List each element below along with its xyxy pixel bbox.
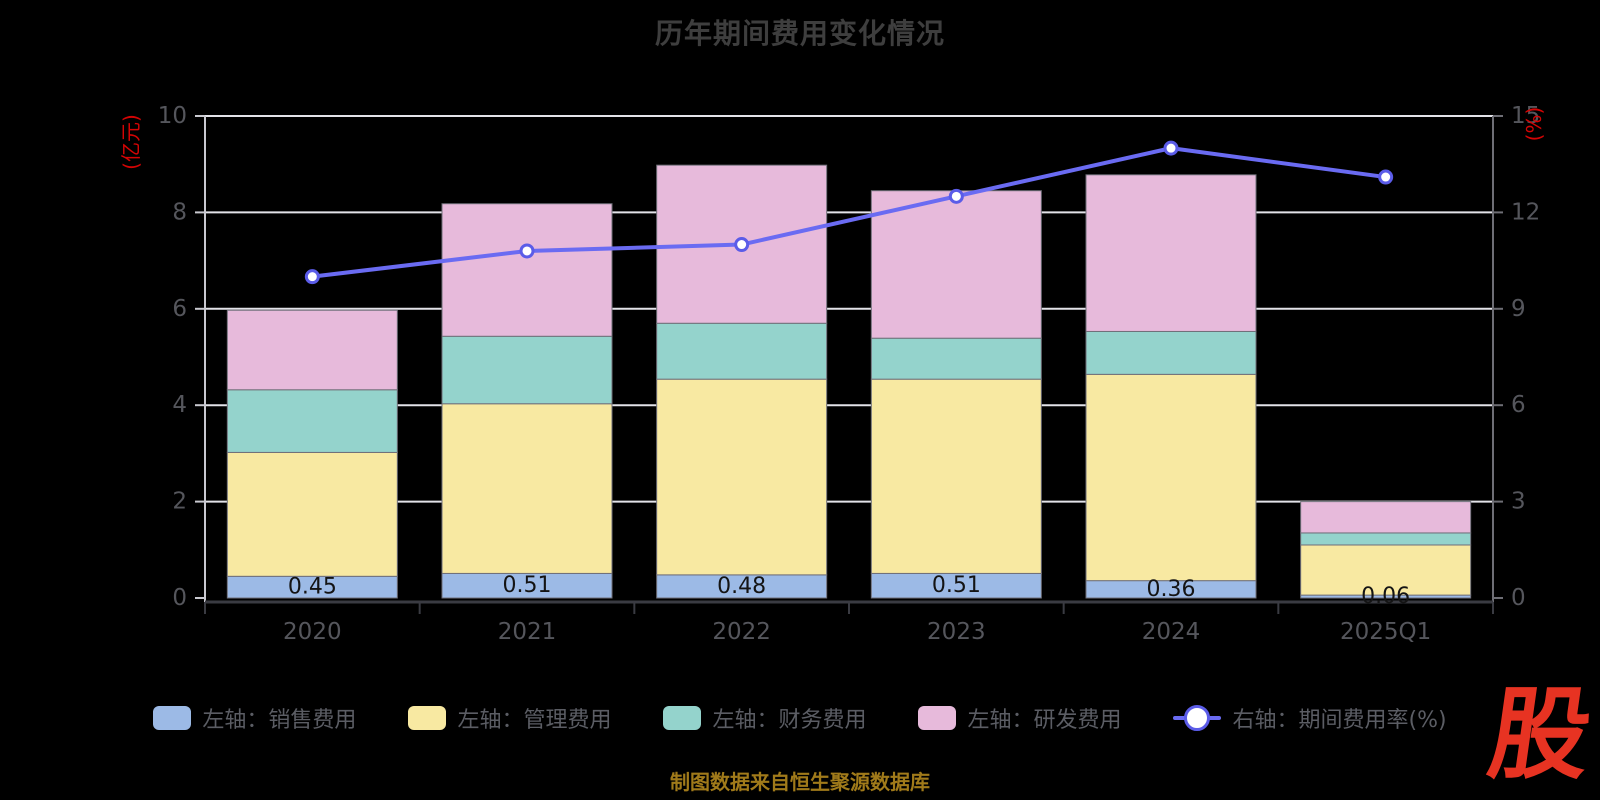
right-axis-tick-label: 0 [1511,585,1526,611]
left-axis-tick-label: 2 [172,489,187,515]
line-point-2022[interactable] [734,237,750,253]
left-axis-tick-label: 4 [172,392,187,418]
legend-swatch-icon [918,706,957,730]
x-axis-label-2021: 2021 [498,619,557,645]
right-axis-tick-label: 15 [1511,103,1540,129]
bar-2021-finance-expense[interactable] [441,335,613,405]
bar-value-label-2024: 0.36 [1147,577,1196,602]
legend-label: 左轴：管理费用 [457,708,612,733]
left-axis-tick-label: 0 [172,585,187,611]
bar-2024-finance-expense[interactable] [1085,330,1257,375]
line-point-2025Q1[interactable] [1378,169,1394,185]
bar-2020-admin-expense[interactable] [226,451,398,577]
left-axis-tick-label: 6 [172,296,187,322]
x-axis-label-2020: 2020 [283,619,342,645]
legend-item-1[interactable]: 左轴：管理费用 [408,702,611,734]
chart-legend: 左轴：销售费用 左轴：管理费用 左轴：财务费用 左轴：研发费用 右轴：期间费用率(%) [0,702,1600,734]
bar-2023-rd-expense[interactable] [870,190,1042,339]
left-axis-name: (亿元) [119,114,143,170]
bar-2022-finance-expense[interactable] [656,322,828,380]
right-axis-tick-label: 12 [1511,199,1540,225]
bar-2021-selling-expense[interactable] [441,572,613,599]
right-axis-name: (%) [1522,107,1546,142]
bar-value-label-2021: 0.51 [503,573,552,598]
legend-label: 左轴：销售费用 [202,708,357,733]
bar-2022-admin-expense[interactable] [656,378,828,576]
x-axis-label-2025Q1: 2025Q1 [1340,619,1431,645]
period-expense-ratio-line [310,146,1388,279]
chart-title: 历年期间费用变化情况 [654,17,945,50]
legend-swatch-icon [153,706,192,730]
legend-item-3[interactable]: 左轴：研发费用 [918,702,1121,734]
line-point-2021[interactable] [519,243,535,259]
legend-item-2[interactable]: 左轴：财务费用 [663,702,866,734]
legend-label: 左轴：财务费用 [712,708,867,733]
bar-2025Q1-admin-expense[interactable] [1300,544,1472,596]
right-axis-tick-label: 3 [1511,489,1526,515]
x-axis-label-2023: 2023 [927,619,986,645]
bar-2024-admin-expense[interactable] [1085,373,1257,582]
bar-value-label-2020: 0.45 [288,575,337,600]
left-axis-tick-label: 10 [158,103,187,129]
bar-value-label-2025Q1: 0.06 [1361,584,1410,609]
stock-watermark-logo: 股 [1481,676,1599,793]
bar-2020-rd-expense[interactable] [226,309,398,391]
x-axis-label-2024: 2024 [1142,619,1201,645]
bar-2025Q1-finance-expense[interactable] [1300,532,1472,546]
bar-2021-admin-expense[interactable] [441,403,613,574]
bar-2025Q1-rd-expense[interactable] [1300,501,1472,534]
line-point-2020[interactable] [304,269,320,285]
bar-value-label-2023: 0.51 [932,573,981,598]
bar-2024-rd-expense[interactable] [1085,174,1257,332]
legend-label: 右轴：期间费用率(%) [1232,708,1447,733]
bar-value-label-2022: 0.48 [717,574,766,599]
bar-2020-finance-expense[interactable] [226,389,398,453]
legend-item-0[interactable]: 左轴：销售费用 [153,702,356,734]
bar-2023-admin-expense[interactable] [870,378,1042,574]
right-axis-tick-label: 9 [1511,296,1526,322]
legend-label: 左轴：研发费用 [967,708,1122,733]
legend-dot-icon [1184,705,1211,731]
left-axis-tick-label: 8 [172,199,187,225]
legend-swatch-icon [408,706,447,730]
legend-swatch-icon [663,706,702,730]
line-point-2024[interactable] [1163,140,1179,156]
bar-2023-selling-expense[interactable] [870,572,1042,599]
x-axis-label-2022: 2022 [712,619,771,645]
legend-line-marker-icon [1173,705,1222,731]
legend-item-4[interactable]: 右轴：期间费用率(%) [1173,702,1447,734]
data-source-note: 制图数据来自恒生聚源数据库 [670,770,930,794]
bar-2021-rd-expense[interactable] [441,203,613,337]
bar-2023-finance-expense[interactable] [870,337,1042,380]
line-point-2023[interactable] [948,188,964,204]
right-axis-tick-label: 6 [1511,392,1526,418]
